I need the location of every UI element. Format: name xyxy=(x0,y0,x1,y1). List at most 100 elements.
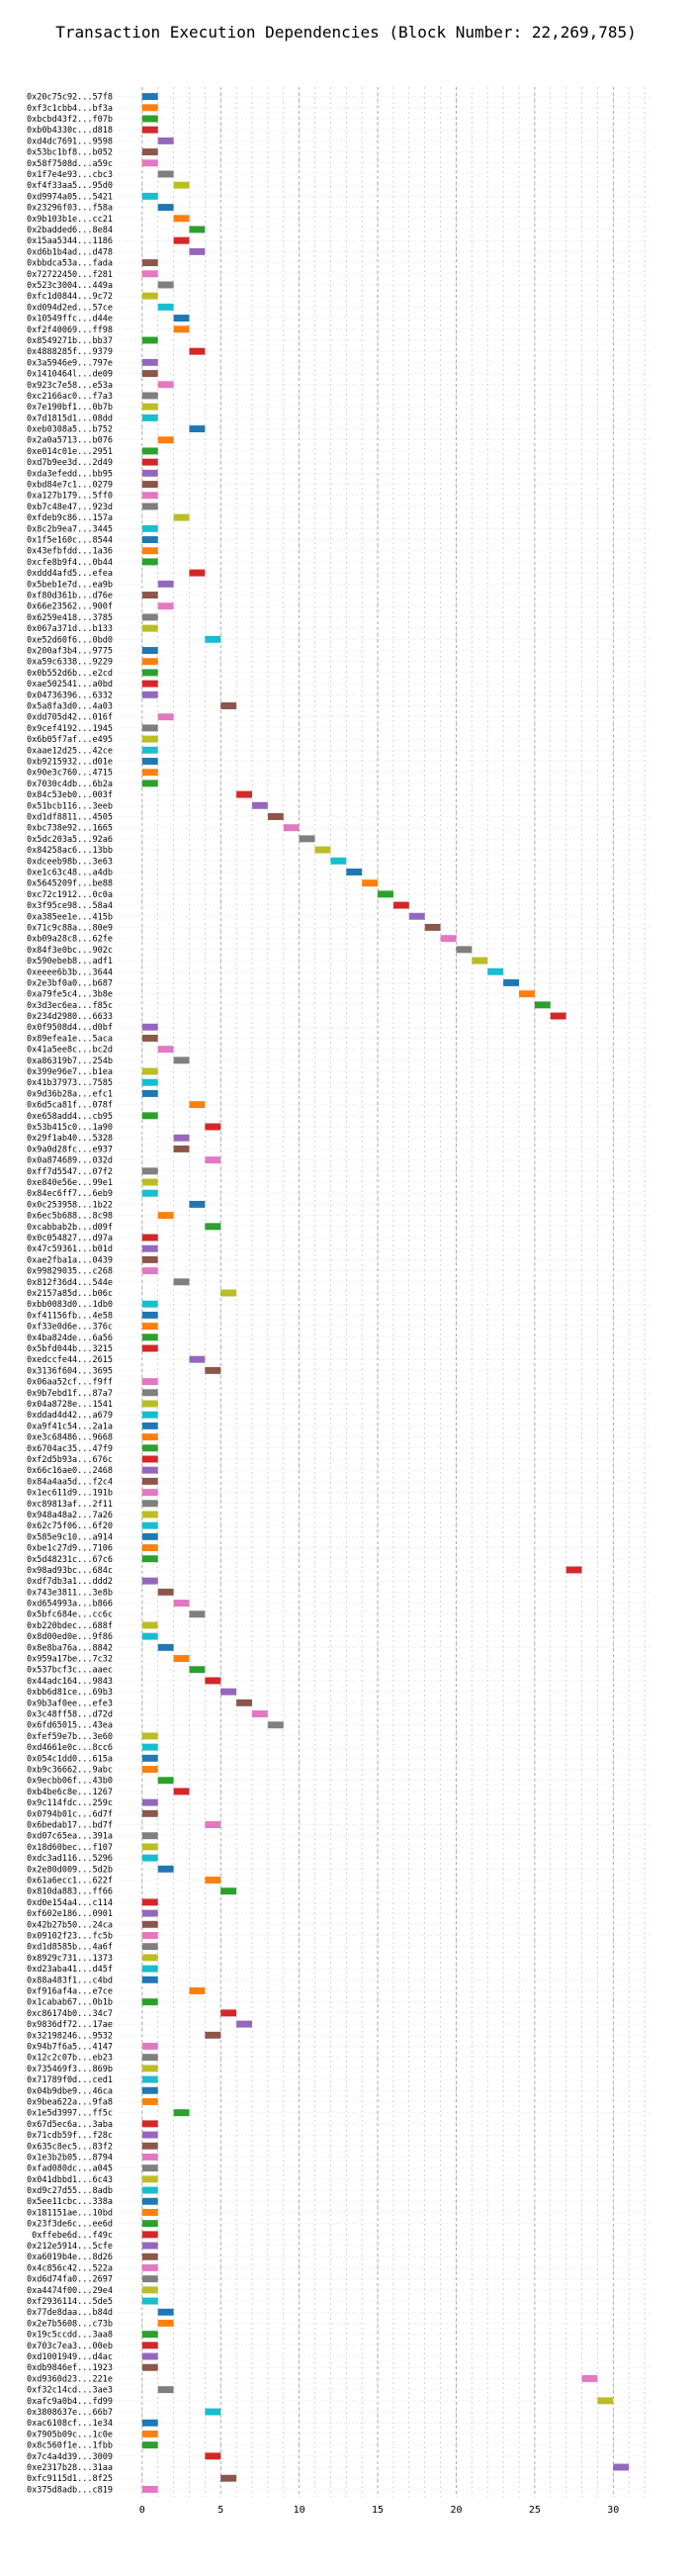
transaction-bar xyxy=(141,1843,158,1851)
transaction-bar xyxy=(141,259,158,267)
transaction-hash-label: 0x67d5ec6a...3aba xyxy=(27,2120,113,2130)
transaction-hash-label: 0x8c560f1e...1fbb xyxy=(27,2441,113,2451)
transaction-hash-label: 0x99829035...c268 xyxy=(27,1267,113,1277)
transaction-hash-label: 0xf41156fb...4e58 xyxy=(27,1311,113,1321)
transaction-hash-label: 0xc89813af...2f11 xyxy=(27,1500,113,1510)
transaction-hash-label: 0x43efbfdd...1a36 xyxy=(27,547,113,557)
transaction-bar xyxy=(141,115,158,123)
transaction-bar xyxy=(141,192,158,200)
transaction-hash-label: 0x1e5d3997...ff5c xyxy=(27,2109,113,2119)
transaction-hash-label: 0x6704ac35...47f9 xyxy=(27,1444,113,1454)
transaction-hash-label: 0x812f36d4...544e xyxy=(27,1278,113,1288)
transaction-bar xyxy=(141,1189,158,1197)
transaction-bar xyxy=(141,2253,158,2260)
transaction-bar xyxy=(157,1046,174,1054)
transaction-bar xyxy=(205,2452,221,2460)
transaction-bar xyxy=(141,414,158,421)
transaction-hash-label: 0xf2d5b93a...676c xyxy=(27,1455,113,1465)
transaction-hash-label: 0x62c75f06...6f20 xyxy=(27,1521,113,1531)
transaction-hash-label: 0x23f3de6c...ee6d xyxy=(27,2220,113,2230)
transaction-bar xyxy=(141,1832,158,1840)
transaction-hash-label: 0x212e5914...5cfe xyxy=(27,2242,113,2252)
transaction-hash-label: 0x5bfd044b...3215 xyxy=(27,1344,113,1354)
transaction-bar xyxy=(141,1267,158,1275)
x-tick-label: 20 xyxy=(450,2505,462,2516)
transaction-hash-label: 0x9b3af0ee...efe3 xyxy=(27,1699,113,1708)
transaction-hash-label: 0x89efea1e...5aca xyxy=(27,1034,113,1044)
transaction-bar xyxy=(141,392,158,400)
transaction-hash-label: 0x44adc164...9843 xyxy=(27,1677,113,1687)
transaction-bar xyxy=(141,680,158,688)
transaction-bar xyxy=(141,270,158,278)
transaction-hash-label: 0xb220bdec...688f xyxy=(27,1621,113,1631)
transaction-bar xyxy=(157,580,174,588)
transaction-hash-label: 0xd9c27d55...8adb xyxy=(27,2186,113,2196)
transaction-bar xyxy=(205,1156,221,1164)
transaction-hash-label: 0x3808637e...66b7 xyxy=(27,2408,113,2418)
transaction-bar xyxy=(157,2308,174,2316)
transaction-hash-label: 0xbc738e92...1665 xyxy=(27,824,113,834)
chart-title: Transaction Execution Dependencies (Bloc… xyxy=(55,23,637,42)
transaction-bar xyxy=(141,481,158,489)
transaction-bar xyxy=(220,2474,237,2482)
transaction-bar xyxy=(141,370,158,378)
transaction-hash-label: 0x9b103b1e...cc21 xyxy=(27,215,113,225)
transaction-bar xyxy=(456,946,473,954)
transaction-bar xyxy=(141,2430,158,2438)
transaction-bar xyxy=(141,1466,158,1474)
transaction-hash-label: 0x8e8ba76a...8842 xyxy=(27,1643,113,1653)
transaction-hash-label: 0x0a874689...032d xyxy=(27,1156,113,1166)
transaction-bar xyxy=(173,2109,190,2117)
transaction-bar xyxy=(141,1998,158,2006)
transaction-bar xyxy=(189,1987,206,1994)
transaction-hash-label: 0x234d2980...6633 xyxy=(27,1012,113,1022)
transaction-bar xyxy=(141,2419,158,2427)
transaction-bar xyxy=(141,624,158,632)
transaction-hash-label: 0xd6d74fa0...2697 xyxy=(27,2275,113,2285)
transaction-hash-label: 0x8c2b9ea7...3445 xyxy=(27,524,113,534)
transaction-bar xyxy=(189,1666,206,1674)
transaction-bar xyxy=(141,2363,158,2371)
transaction-bar xyxy=(141,1854,158,1862)
transaction-hash-label: 0x6ec5b688...8c98 xyxy=(27,1212,113,1222)
transaction-hash-label: 0xfad080dc...a045 xyxy=(27,2164,113,2174)
transaction-bar xyxy=(141,336,158,344)
x-tick-label: 5 xyxy=(217,2505,223,2516)
transaction-bar xyxy=(141,2441,158,2449)
transaction-bar xyxy=(597,2397,614,2405)
transaction-hash-label: 0xb7c48e47...923d xyxy=(27,503,113,512)
transaction-bar xyxy=(173,1145,190,1152)
transaction-hash-label: 0x71cdb59f...f28c xyxy=(27,2131,113,2141)
transaction-bar xyxy=(141,1898,158,1906)
transaction-bar xyxy=(141,524,158,532)
transaction-hash-label: 0x6b05f7af...e495 xyxy=(27,735,113,745)
transaction-bar xyxy=(141,2342,158,2349)
transaction-bar xyxy=(173,513,190,521)
transaction-hash-label: 0xa9f41c54...2a1a xyxy=(27,1422,113,1431)
transaction-hash-label: 0xcabbab2b...d09f xyxy=(27,1223,113,1233)
transaction-hash-label: 0x10549ffc...d44e xyxy=(27,315,113,324)
transaction-hash-label: 0x8d00ed0e...9f86 xyxy=(27,1632,113,1642)
transaction-hash-label: 0xf80d361b...d76e xyxy=(27,592,113,601)
transaction-hash-label: 0x3a5946e9...797e xyxy=(27,358,113,368)
transaction-bar xyxy=(189,569,206,577)
transaction-bar xyxy=(141,2086,158,2094)
transaction-bar xyxy=(141,1178,158,1186)
transaction-hash-label: 0x590ebeb8...adf1 xyxy=(27,957,113,966)
transaction-bar xyxy=(189,1200,206,1208)
transaction-bar xyxy=(173,1278,190,1286)
transaction-bar xyxy=(141,1976,158,1983)
transaction-bar xyxy=(141,669,158,677)
transaction-bar xyxy=(141,1555,158,1563)
transaction-hash-label: 0x9ecbb06f...43b0 xyxy=(27,1777,113,1787)
transaction-hash-label: 0x0b552d6b...e2cd xyxy=(27,669,113,679)
transaction-hash-label: 0xbe1c27d9...7106 xyxy=(27,1544,113,1554)
transaction-bar xyxy=(141,1489,158,1497)
transaction-hash-label: 0x2e7b5608...c73b xyxy=(27,2319,113,2329)
transaction-hash-label: 0x77de8daa...b84d xyxy=(27,2308,113,2318)
transaction-hash-label: 0x6fd65015...43ea xyxy=(27,1721,113,1731)
transaction-hash-label: 0x32198246...9532 xyxy=(27,2031,113,2041)
transaction-hash-label: 0xe3c68486...9668 xyxy=(27,1433,113,1443)
grid-layer xyxy=(119,87,652,2497)
transaction-bar xyxy=(141,1455,158,1463)
